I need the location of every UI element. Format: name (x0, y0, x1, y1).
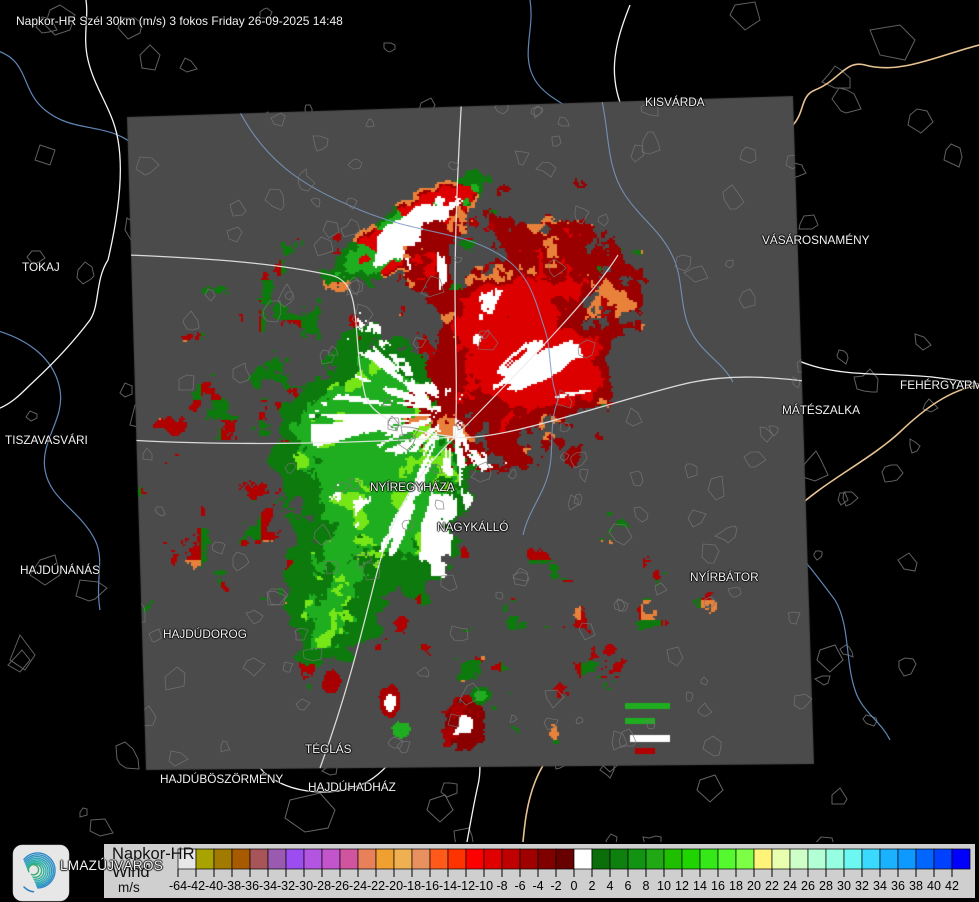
svg-text:-30: -30 (295, 879, 313, 893)
svg-text:0: 0 (571, 879, 578, 893)
svg-text:26: 26 (801, 879, 815, 893)
svg-text:38: 38 (909, 879, 923, 893)
svg-text:2: 2 (589, 879, 596, 893)
svg-text:-12: -12 (457, 879, 475, 893)
svg-text:-38: -38 (223, 879, 241, 893)
svg-text:-28: -28 (313, 879, 331, 893)
svg-text:20: 20 (747, 879, 761, 893)
svg-text:-8: -8 (496, 879, 507, 893)
svg-text:28: 28 (819, 879, 833, 893)
svg-text:-2: -2 (550, 879, 561, 893)
svg-text:32: 32 (855, 879, 869, 893)
svg-text:4: 4 (607, 879, 614, 893)
svg-text:-26: -26 (331, 879, 349, 893)
svg-text:42: 42 (945, 879, 959, 893)
svg-text:-14: -14 (439, 879, 457, 893)
svg-text:-32: -32 (277, 879, 295, 893)
svg-text:-34: -34 (259, 879, 277, 893)
svg-text:-6: -6 (514, 879, 525, 893)
svg-text:6: 6 (625, 879, 632, 893)
svg-text:34: 34 (873, 879, 887, 893)
svg-text:10: 10 (657, 879, 671, 893)
svg-text:-42: -42 (187, 879, 205, 893)
svg-text:-36: -36 (241, 879, 259, 893)
svg-text:-64: -64 (169, 879, 187, 893)
svg-text:14: 14 (693, 879, 707, 893)
svg-text:8: 8 (643, 879, 650, 893)
svg-text:12: 12 (675, 879, 689, 893)
svg-text:-18: -18 (403, 879, 421, 893)
svg-text:16: 16 (711, 879, 725, 893)
svg-text:-20: -20 (385, 879, 403, 893)
svg-text:40: 40 (927, 879, 941, 893)
svg-text:-4: -4 (532, 879, 543, 893)
svg-text:22: 22 (765, 879, 779, 893)
svg-text:30: 30 (837, 879, 851, 893)
svg-text:24: 24 (783, 879, 797, 893)
svg-text:-16: -16 (421, 879, 439, 893)
svg-text:-40: -40 (205, 879, 223, 893)
svg-text:-22: -22 (367, 879, 385, 893)
svg-text:-10: -10 (475, 879, 493, 893)
svg-text:18: 18 (729, 879, 743, 893)
svg-text:36: 36 (891, 879, 905, 893)
svg-text:-24: -24 (349, 879, 367, 893)
